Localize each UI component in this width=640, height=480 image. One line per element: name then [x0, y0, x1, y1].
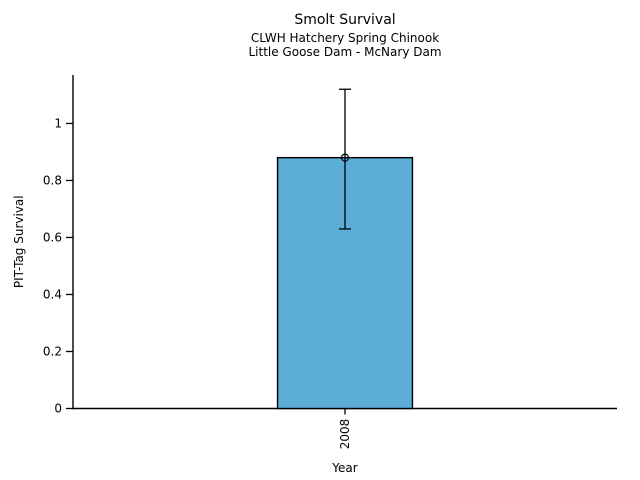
point-marker	[340, 153, 350, 162]
y-tick-label: 1	[54, 116, 62, 130]
y-tick-label: 0.4	[43, 287, 62, 301]
y-axis-label: PIT-Tag Survival	[12, 195, 26, 288]
chart-subtitle-line2: Little Goose Dam - McNary Dam	[248, 45, 442, 59]
y-tick-label: 0.2	[43, 344, 62, 358]
y-tick-label: 0	[54, 402, 62, 416]
y-tick-label: 0.8	[43, 173, 62, 187]
x-axis-label: Year	[331, 461, 357, 475]
y-tick-label: 0.6	[43, 230, 62, 244]
chart-title: Smolt Survival	[294, 12, 396, 28]
x-tick-label: 2008	[338, 419, 352, 450]
chart-subtitle-line1: CLWH Hatchery Spring Chinook	[250, 31, 440, 45]
